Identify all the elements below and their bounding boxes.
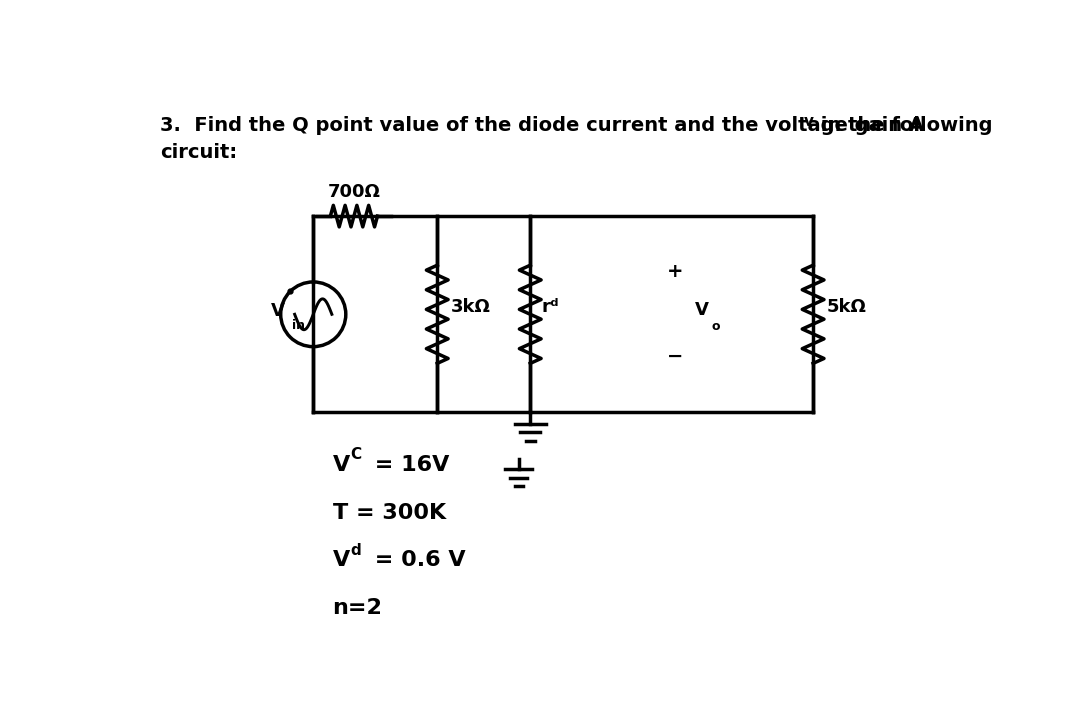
- Text: 5kΩ: 5kΩ: [827, 298, 867, 316]
- Text: −: −: [667, 347, 684, 366]
- Text: +: +: [667, 262, 684, 281]
- Text: 3kΩ: 3kΩ: [451, 298, 491, 316]
- Text: C: C: [350, 447, 362, 462]
- Text: V: V: [271, 302, 284, 320]
- Text: = 16V: = 16V: [367, 455, 449, 475]
- Text: 3.  Find the Q point value of the diode current and the voltage gain A: 3. Find the Q point value of the diode c…: [160, 116, 923, 135]
- Text: V: V: [333, 455, 350, 475]
- Text: 700Ω: 700Ω: [327, 183, 380, 201]
- Text: o: o: [712, 320, 720, 333]
- Text: in the following: in the following: [814, 116, 993, 135]
- Text: V: V: [333, 550, 350, 570]
- Text: n=2: n=2: [333, 598, 382, 618]
- Text: rᵈ: rᵈ: [542, 298, 559, 316]
- Text: in: in: [292, 319, 305, 332]
- Text: V: V: [694, 301, 708, 320]
- Text: v: v: [804, 114, 814, 129]
- Text: d: d: [350, 542, 361, 557]
- Text: circuit:: circuit:: [160, 143, 237, 162]
- Text: = 0.6 V: = 0.6 V: [367, 550, 465, 570]
- Text: T = 300K: T = 300K: [333, 502, 446, 523]
